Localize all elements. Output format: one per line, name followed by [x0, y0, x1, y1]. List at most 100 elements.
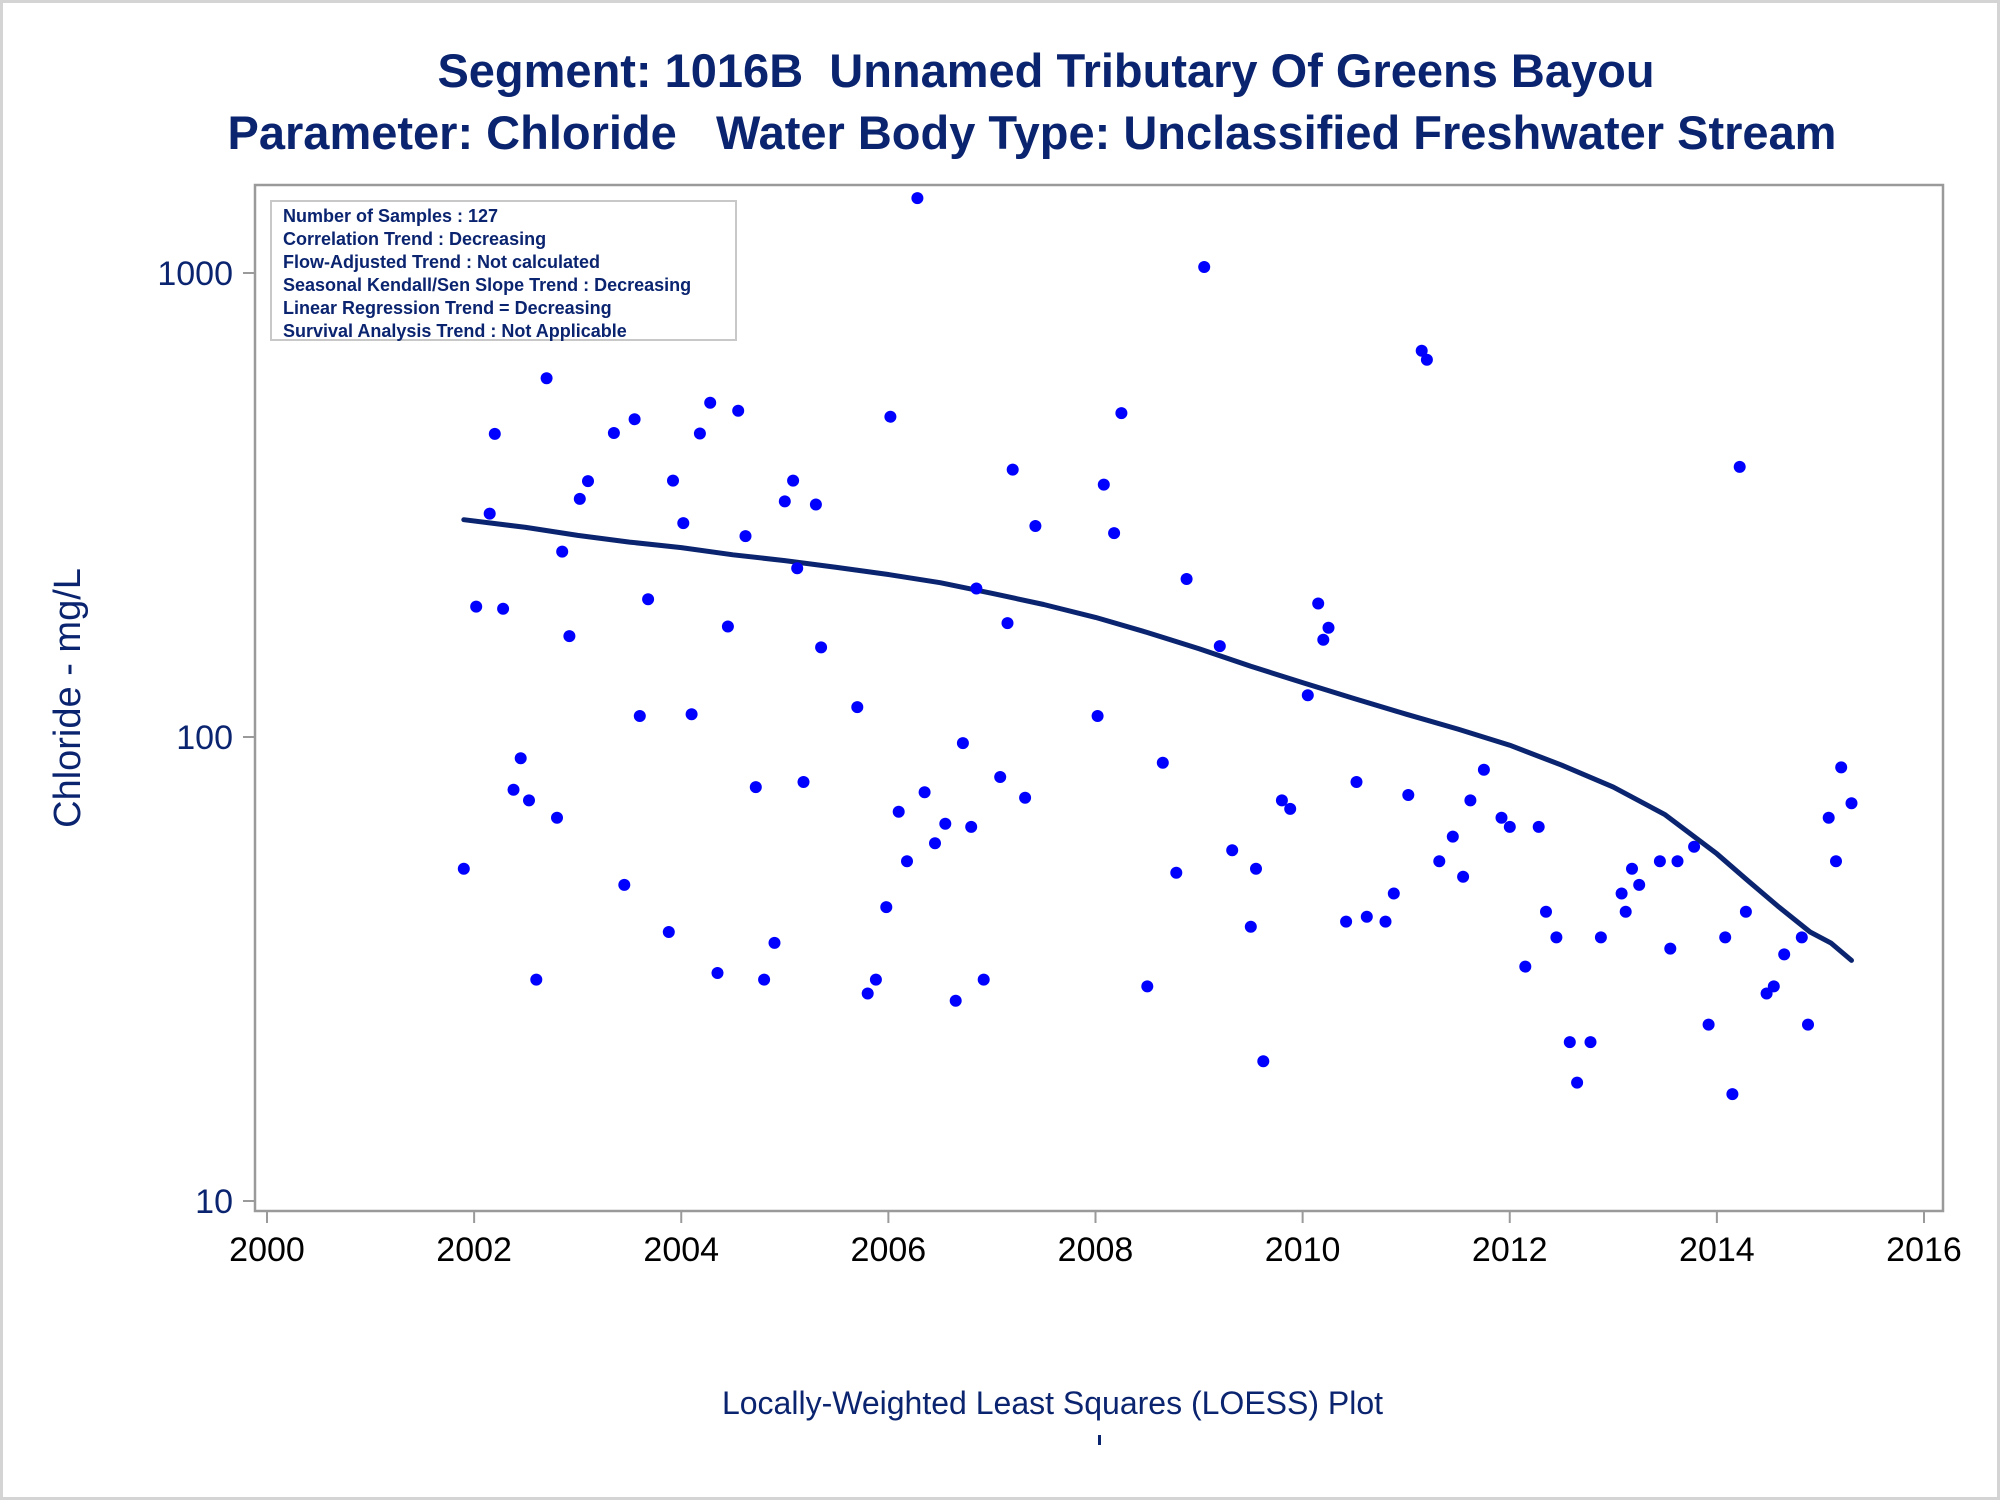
y-tick-label: 10: [195, 1183, 233, 1221]
loess-trend-line: [461, 517, 1854, 963]
chart-title: Segment: 1016B Unnamed Tributary Of Gree…: [437, 44, 1655, 97]
plot-caption: Locally-Weighted Least Squares (LOESS) P…: [721, 1385, 1384, 1421]
data-point: [1519, 960, 1532, 973]
x-tick-label: 2002: [436, 1231, 512, 1269]
data-point: [1671, 855, 1684, 868]
data-point: [1615, 887, 1628, 900]
data-point: [851, 701, 864, 714]
data-point: [901, 855, 913, 868]
data-point: [911, 192, 924, 205]
data-point: [1726, 1088, 1739, 1101]
data-point: [551, 811, 563, 824]
chart-subtitle: Parameter: Chloride Water Body Type: Unc…: [227, 106, 1837, 159]
data-point: [791, 562, 804, 575]
data-point: [815, 641, 828, 654]
data-point: [918, 786, 931, 799]
data-point: [1446, 830, 1459, 843]
data-point: [1477, 763, 1490, 776]
data-point: [1029, 520, 1042, 532]
data-point: [1141, 980, 1154, 993]
data-point: [1739, 905, 1752, 918]
data-point: [1360, 910, 1373, 923]
data-point: [1778, 948, 1791, 961]
data-point: [507, 783, 520, 796]
data-point: [1532, 820, 1545, 833]
data-point: [1097, 478, 1110, 491]
data-point: [892, 805, 905, 818]
data-point: [1350, 776, 1363, 788]
data-point: [711, 967, 724, 979]
data-point: [1733, 460, 1746, 473]
data-point: [618, 878, 631, 891]
data-point: [1340, 915, 1353, 928]
x-tick-label: 2000: [229, 1231, 305, 1269]
data-point: [1433, 855, 1446, 868]
data-point: [861, 987, 874, 1000]
data-point: [1822, 811, 1835, 824]
data-point: [1540, 905, 1552, 918]
data-point: [977, 973, 990, 986]
data-point: [1415, 344, 1428, 357]
data-point: [1464, 794, 1477, 807]
data-point: [778, 495, 791, 508]
stat-correlation-trend: Correlation Trend : Decreasing: [283, 229, 547, 249]
data-point: [939, 817, 952, 830]
data-point: [768, 936, 781, 949]
data-point: [1213, 640, 1226, 653]
trend-stats-box: Number of Samples : 127 Correlation Tren…: [270, 200, 737, 341]
data-point: [1387, 887, 1400, 900]
data-point: [1594, 931, 1607, 944]
data-point: [721, 620, 734, 633]
data-point: [1633, 878, 1646, 891]
data-point: [573, 492, 586, 505]
data-point: [1702, 1018, 1715, 1031]
data-point: [1019, 791, 1032, 804]
data-point: [994, 771, 1007, 783]
data-point: [677, 517, 690, 530]
data-point: [642, 593, 655, 606]
data-point: [1180, 573, 1193, 585]
data-point: [809, 498, 822, 511]
x-tick-label: 2014: [1679, 1231, 1755, 1269]
data-point: [523, 794, 535, 807]
stat-flow-adjusted-trend: Flow-Adjusted Trend : Not calculated: [283, 252, 601, 272]
data-point: [457, 862, 470, 875]
data-point: [514, 752, 527, 765]
data-point: [880, 901, 893, 914]
data-point: [1091, 710, 1104, 722]
data-point: [1563, 1036, 1576, 1049]
data-point: [1312, 597, 1325, 610]
data-point: [470, 600, 483, 613]
data-point: [582, 475, 594, 488]
x-tick-label: 2006: [851, 1231, 927, 1269]
footer-tick-mark: [1098, 1435, 1101, 1445]
data-point: [1006, 463, 1019, 476]
plot-frame: [253, 183, 1945, 1213]
data-point: [685, 708, 698, 721]
data-point: [739, 530, 752, 543]
data-point: [704, 396, 717, 409]
data-point: [1688, 840, 1701, 853]
data-point: [1457, 870, 1470, 883]
data-point: [1198, 261, 1211, 273]
stat-linear-regression-trend: Linear Regression Trend = Decreasing: [283, 298, 612, 318]
x-tick-label: 2008: [1058, 1231, 1134, 1269]
data-point: [1322, 621, 1335, 634]
data-point: [929, 837, 941, 850]
data-point: [1275, 794, 1288, 807]
data-point: [1619, 905, 1632, 918]
scatter-plot: 2000 2002 2004 2006 2008 2010 2012 2014 2016 10 10…: [47, 183, 1962, 1269]
data-point: [628, 413, 641, 426]
data-point: [1284, 802, 1297, 815]
data-point: [556, 545, 569, 558]
data-point: [667, 474, 679, 487]
data-point: [1719, 931, 1732, 944]
data-point: [1115, 407, 1128, 420]
data-point: [1802, 1018, 1814, 1031]
stat-samples: Number of Samples : 127: [283, 206, 499, 226]
data-point: [693, 427, 706, 440]
data-point: [884, 410, 897, 423]
x-tick-label: 2004: [643, 1231, 719, 1269]
data-point: [1767, 980, 1780, 993]
